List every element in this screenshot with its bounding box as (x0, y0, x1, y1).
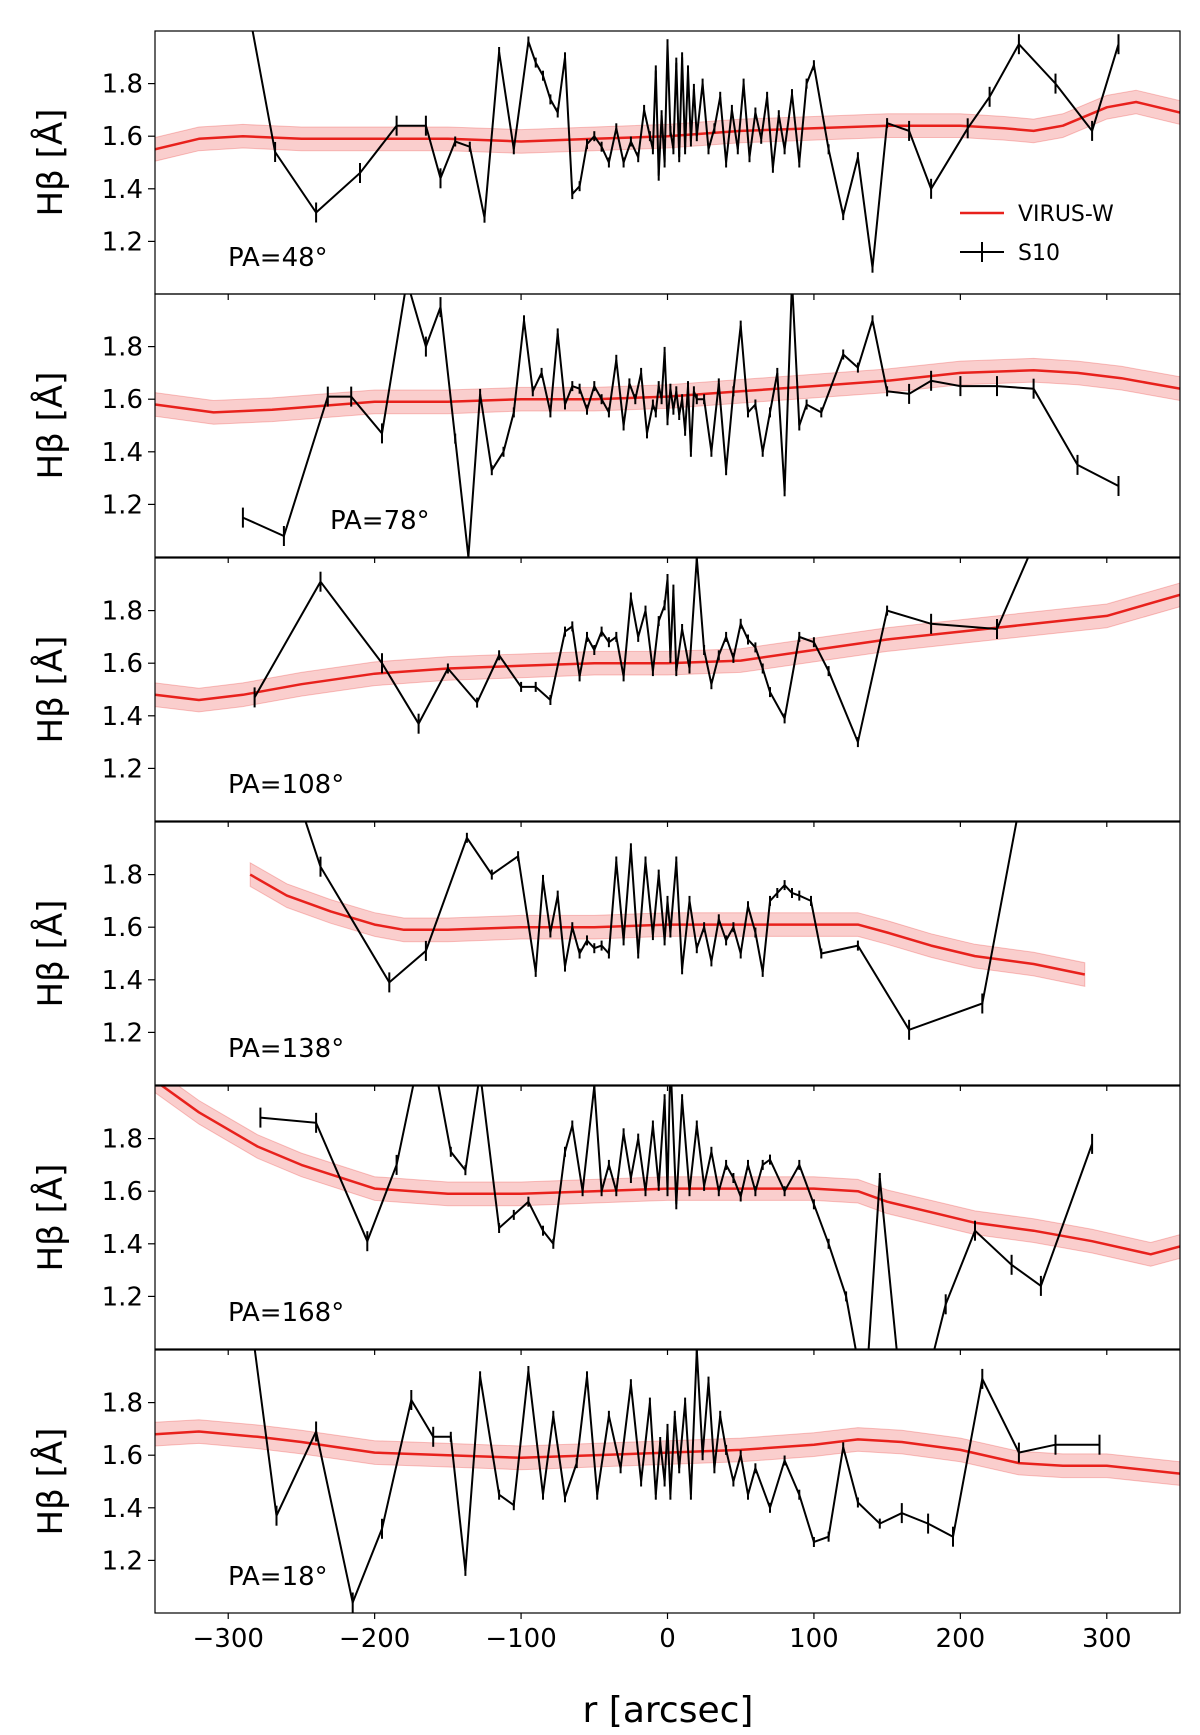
y-tick-label: 1.4 (102, 175, 143, 205)
plot-area (155, 31, 1180, 273)
y-axis-label: Hβ [Å] (30, 1428, 71, 1536)
virus-w-line (155, 593, 1180, 702)
x-tick-label: −100 (485, 1624, 556, 1654)
s10-line (251, 31, 1120, 268)
legend-label: VIRUS-W (1018, 202, 1114, 227)
panel-frame (154, 293, 1181, 558)
s10-line (253, 1350, 1100, 1606)
y-tick-label: 1.4 (102, 966, 143, 996)
virus-w-line (160, 1086, 1180, 1256)
panel-5: 1.2 1.4 1.6 1.8 Hβ [Å] PA=168° (30, 1085, 1181, 1355)
pa-annotation: PA=78° (330, 506, 430, 536)
y-tick-label: 1.8 (102, 70, 143, 100)
panel-3: 1.2 1.4 1.6 1.8 Hβ [Å] PA=108° (30, 557, 1181, 827)
plot-area (155, 1350, 1180, 1613)
plot-area (155, 1086, 1180, 1349)
y-tick-label: 1.6 (102, 913, 143, 943)
pa-annotation: PA=168° (228, 1298, 344, 1328)
s10-line (304, 822, 1018, 1032)
y-tick-label: 1.6 (102, 385, 143, 415)
y-tick-label: 1.4 (102, 1230, 143, 1260)
virus-w-line (155, 369, 1180, 414)
y-tick-label: 1.2 (102, 490, 143, 520)
y-axis-label: Hβ [Å] (30, 1164, 71, 1272)
y-tick-label: 1.8 (102, 597, 143, 627)
plot-area (249, 822, 1086, 1040)
y-axis-label: Hβ [Å] (30, 900, 71, 1008)
pa-annotation: PA=18° (228, 1562, 328, 1592)
y-tick-label: 1.8 (102, 1389, 143, 1419)
x-axis-label: r [arcsec] (583, 1690, 754, 1731)
panel-4: 1.2 1.4 1.6 1.8 Hβ [Å] PA=138° (30, 821, 1181, 1091)
x-axis: −300 −200 −100 0 100 200 300 (193, 1624, 1132, 1654)
y-tick-label: 1.4 (102, 702, 143, 732)
y-tick-label: 1.8 (102, 861, 143, 891)
legend-label: S10 (1018, 241, 1060, 266)
panel-1: 1.2 1.4 1.6 1.8 Hβ [Å] PA=48° (30, 30, 1181, 300)
y-tick-label: 1.2 (102, 227, 143, 257)
y-tick-label: 1.2 (102, 1018, 143, 1048)
pa-annotation: PA=108° (228, 770, 344, 800)
x-tick-label: −300 (193, 1624, 264, 1654)
y-tick-label: 1.2 (102, 754, 143, 784)
y-tick-label: 1.6 (102, 649, 143, 679)
x-tick-label: 300 (1082, 1624, 1132, 1654)
y-tick-label: 1.4 (102, 438, 143, 468)
plot-area (155, 558, 1180, 748)
legend: VIRUS-W S10 (960, 202, 1114, 266)
virus-w-error-band (155, 89, 1180, 162)
plot-area (155, 294, 1180, 557)
x-tick-label: 200 (936, 1624, 986, 1654)
virus-w-line (249, 873, 1086, 976)
x-tick-label: 0 (659, 1624, 676, 1654)
panel-2: 1.2 1.4 1.6 1.8 Hβ [Å] PA=78° (30, 293, 1181, 563)
y-tick-label: 1.2 (102, 1546, 143, 1576)
pa-annotation: PA=138° (228, 1034, 344, 1064)
y-tick-label: 1.4 (102, 1494, 143, 1524)
virus-w-line (155, 1430, 1180, 1475)
panels-group: 1.2 1.4 1.6 1.8 Hβ [Å] PA=48° 1.2 1.4 1.6 1.8 Hβ [… (30, 30, 1181, 1619)
y-tick-label: 1.8 (102, 333, 143, 363)
virus-w-error-band (155, 582, 1180, 713)
panel-6: 1.2 1.4 1.6 1.8 Hβ [Å] PA=18° (30, 1349, 1181, 1619)
y-tick-label: 1.6 (102, 1177, 143, 1207)
y-tick-label: 1.2 (102, 1282, 143, 1312)
x-tick-label: −200 (339, 1624, 410, 1654)
virus-w-line (155, 100, 1180, 151)
y-axis-label: Hβ [Å] (30, 372, 71, 480)
y-tick-label: 1.8 (102, 1125, 143, 1155)
virus-w-error-band (155, 1086, 1180, 1267)
x-tick-label: 100 (789, 1624, 839, 1654)
y-axis-label: Hβ [Å] (30, 636, 71, 744)
y-axis-label: Hβ [Å] (30, 109, 71, 217)
s10-line (260, 1086, 1094, 1349)
y-tick-label: 1.6 (102, 122, 143, 152)
pa-annotation: PA=48° (228, 243, 328, 273)
y-tick-label: 1.6 (102, 1441, 143, 1471)
